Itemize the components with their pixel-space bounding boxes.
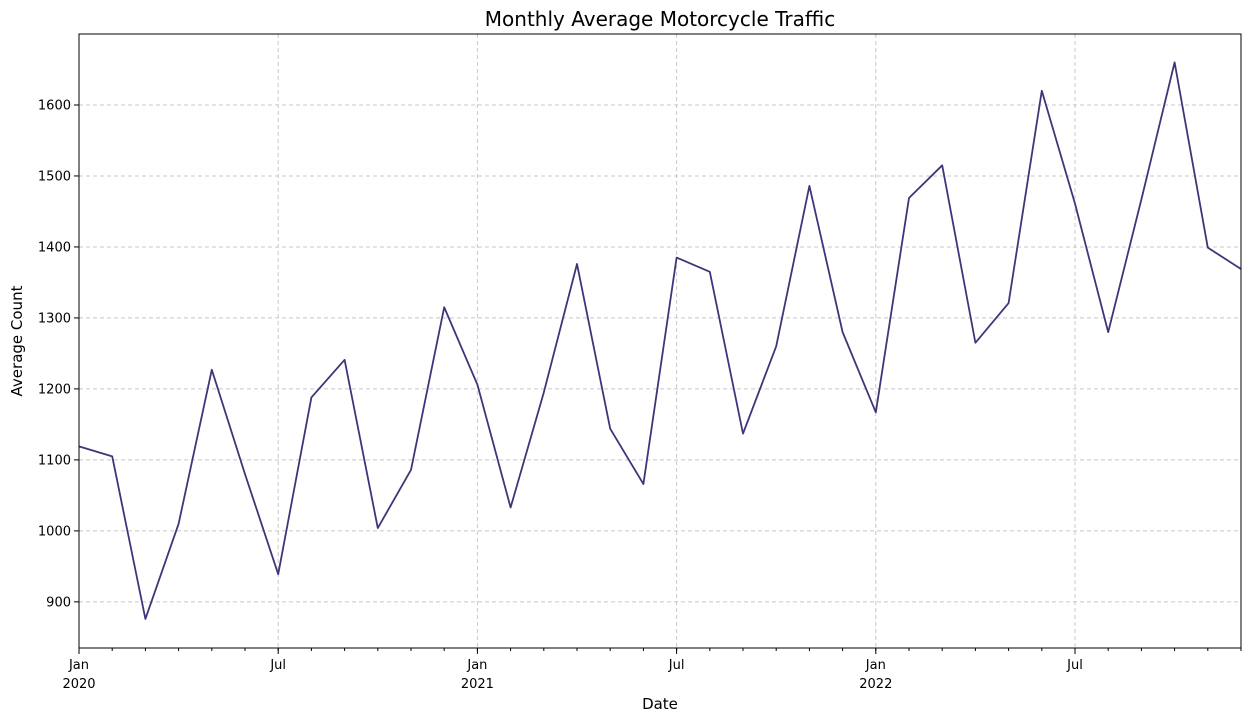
y-tick-label: 1500 <box>38 169 71 184</box>
x-tick-label: Jan <box>865 658 886 673</box>
x-tick-year-label: 2021 <box>461 677 494 692</box>
y-axis: 900 1000 1100 1200 1300 1400 1500 1600 <box>38 98 79 610</box>
y-tick-label: 900 <box>46 595 71 610</box>
series-line <box>78 61 1242 620</box>
x-tick-label: Jan <box>68 658 89 673</box>
y-tick-label: 1100 <box>38 453 71 468</box>
x-axis-label: Date <box>642 695 678 713</box>
y-tick-label: 1200 <box>38 382 71 397</box>
x-tick-label: Jul <box>668 658 685 673</box>
plot-frame <box>78 33 1242 649</box>
x-tick-year-label: 2020 <box>62 677 95 692</box>
x-tick-year-label: 2022 <box>859 677 892 692</box>
x-axis: Jan 2020 Jul Jan 2021 Jul Jan 2022 Jul <box>62 648 1242 692</box>
y-tick-label: 1400 <box>38 240 71 255</box>
y-axis-label: Average Count <box>8 285 26 396</box>
chart-title: Monthly Average Motorcycle Traffic <box>485 7 835 31</box>
y-tick-label: 1000 <box>38 524 71 539</box>
y-tick-label: 1600 <box>38 98 71 113</box>
y-tick-label: 1300 <box>38 311 71 326</box>
x-tick-label: Jul <box>269 658 286 673</box>
x-tick-label: Jan <box>466 658 487 673</box>
series-group <box>78 61 1242 620</box>
x-tick-label: Jul <box>1066 658 1083 673</box>
